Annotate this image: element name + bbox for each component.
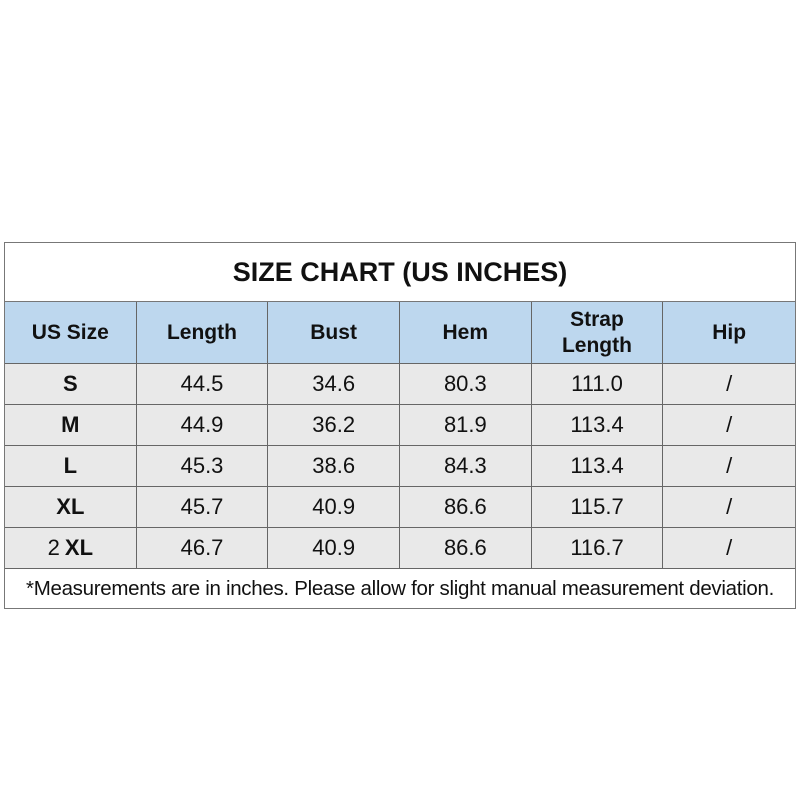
table-title: SIZE CHART (US INCHES) [5, 243, 795, 302]
size-label: XL [64, 535, 94, 560]
table-row: 2 XL 46.7 40.9 86.6 116.7/ [5, 528, 795, 569]
table-row: M 44.9 36.2 81.9 113.4 / [5, 405, 795, 446]
footnote: *Measurements are in inches. Please allo… [26, 576, 774, 600]
value-cell: 84.3 [400, 446, 532, 486]
size-label: M [61, 412, 80, 437]
value-cell: 86.6 [400, 487, 532, 527]
size-cell: L [5, 446, 137, 486]
size-label: L [63, 453, 78, 478]
value-cell: 38.6 [268, 446, 401, 486]
column-header: Hip [712, 320, 747, 344]
table-row: S 44.5 34.6 80.3 111.0 / [5, 364, 795, 405]
value-cell: 46.7 [137, 528, 269, 568]
size-label: S [62, 371, 78, 396]
header-row: US Size Length Bust Hem Strap Length Hip [5, 302, 795, 364]
column-header: US Size [5, 302, 137, 363]
value-cell: 113.4 [532, 405, 664, 445]
value-cell: 81.9 [400, 405, 532, 445]
value-cell: / [726, 494, 733, 519]
value-cell: / [726, 412, 733, 437]
value-cell: 34.6 [268, 364, 401, 404]
value-cell: 86.6 [400, 528, 532, 568]
value-cell: 44.5 [137, 364, 269, 404]
column-header: Strap Length [532, 302, 664, 363]
value-cell: 113.4 [532, 446, 664, 486]
table-row: XL 45.7 40.9 86.6 115.7 / [5, 487, 795, 528]
value-cell: 40.9 [268, 528, 401, 568]
value-cell: / [726, 535, 733, 560]
value-cell: 116.7 [532, 528, 664, 568]
column-header: Hem [400, 302, 532, 363]
size-label: XL [56, 494, 85, 519]
value-cell: 44.9 [137, 405, 269, 445]
size-chart-table: SIZE CHART (US INCHES) US Size Length Bu… [4, 242, 796, 609]
value-cell: 45.3 [137, 446, 269, 486]
column-header: Bust [268, 302, 400, 363]
value-cell: 36.2 [268, 405, 401, 445]
size-cell: S [5, 364, 137, 404]
value-cell: 115.7 [532, 487, 664, 527]
table-row: L 45.3 38.6 84.3 113.4 / [5, 446, 795, 487]
value-cell: / [726, 453, 733, 478]
value-cell: 111.0 [532, 364, 664, 404]
value-cell: / [726, 371, 733, 396]
value-cell: 80.3 [400, 364, 532, 404]
value-cell: 40.9 [268, 487, 401, 527]
column-header: Length [137, 302, 269, 363]
value-cell: 45.7 [137, 487, 269, 527]
size-cell: M [5, 405, 137, 445]
size-prefix: 2 [47, 535, 60, 560]
size-cell: XL [5, 487, 137, 527]
size-cell: 2 XL [5, 528, 137, 568]
